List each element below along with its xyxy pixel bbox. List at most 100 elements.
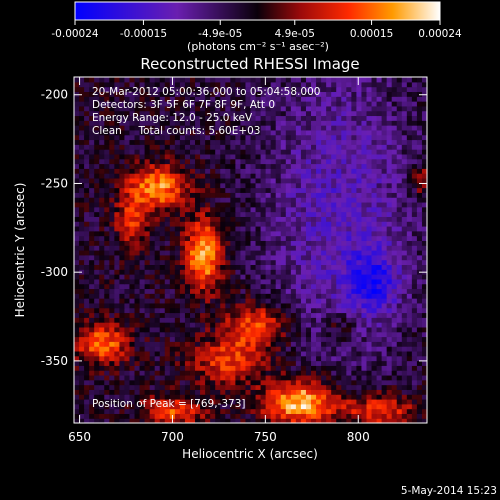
- heatmap-cell: [139, 336, 146, 342]
- heatmap-cell: [270, 322, 277, 328]
- heatmap-cell: [386, 413, 393, 419]
- heatmap-cell: [109, 331, 115, 338]
- heatmap-cell: [361, 322, 368, 328]
- heatmap-cell: [250, 331, 257, 338]
- heatmap-cell: [74, 120, 80, 126]
- heatmap-cell: [331, 269, 337, 275]
- heatmap-cell: [346, 254, 352, 261]
- heatmap-cell: [84, 254, 90, 261]
- heatmap-cell: [346, 225, 352, 232]
- heatmap-cell: [341, 307, 347, 314]
- heatmap-cell: [215, 115, 221, 121]
- heatmap-cell: [406, 326, 413, 333]
- heatmap-cell: [164, 168, 171, 174]
- heatmap-cell: [250, 341, 257, 347]
- heatmap-cell: [270, 307, 277, 314]
- heatmap-cell: [386, 221, 393, 227]
- heatmap-cell: [174, 298, 181, 304]
- heatmap-cell: [401, 341, 408, 347]
- heatmap-cell: [184, 317, 191, 323]
- heatmap-cell: [386, 129, 393, 136]
- heatmap-cell: [195, 326, 201, 333]
- heatmap-cell: [174, 288, 181, 294]
- heatmap-cell: [189, 163, 196, 169]
- heatmap-cell: [139, 408, 146, 414]
- heatmap-cell: [245, 331, 252, 338]
- heatmap-cell: [396, 269, 403, 275]
- heatmap-cell: [225, 91, 231, 97]
- heatmap-cell: [401, 394, 408, 400]
- heatmap-cell: [189, 206, 196, 213]
- heatmap-cell: [381, 221, 388, 227]
- heatmap-cell: [124, 110, 131, 117]
- heatmap-cell: [275, 250, 282, 256]
- heatmap-cell: [401, 81, 408, 88]
- heatmap-cell: [215, 302, 221, 309]
- heatmap-cell: [275, 312, 282, 318]
- heatmap-cell: [179, 206, 186, 213]
- heatmap-cell: [265, 221, 272, 227]
- heatmap-cell: [316, 312, 322, 318]
- heatmap-cell: [331, 134, 337, 141]
- heatmap-cell: [220, 134, 226, 141]
- heatmap-cell: [84, 206, 90, 213]
- heatmap-cell: [139, 278, 146, 285]
- heatmap-cell: [124, 365, 131, 371]
- heatmap-cell: [154, 302, 161, 309]
- heatmap-cell: [366, 225, 373, 232]
- heatmap-cell: [114, 96, 120, 102]
- heatmap-cell: [341, 336, 347, 342]
- heatmap-cell: [305, 105, 312, 112]
- heatmap-cell: [270, 110, 277, 117]
- heatmap-cell: [84, 216, 90, 222]
- heatmap-cell: [386, 240, 393, 246]
- heatmap-cell: [205, 374, 211, 381]
- heatmap-cell: [356, 153, 363, 160]
- heatmap-cell: [371, 288, 378, 294]
- heatmap-cell: [250, 274, 257, 280]
- heatmap-cell: [285, 355, 292, 362]
- heatmap-cell: [235, 115, 242, 121]
- heatmap-cell: [129, 322, 136, 328]
- heatmap-cell: [316, 394, 322, 400]
- heatmap-cell: [144, 235, 151, 241]
- heatmap-cell: [265, 101, 272, 107]
- heatmap-cell: [326, 221, 332, 227]
- heatmap-cell: [169, 250, 176, 256]
- heatmap-cell: [235, 317, 242, 323]
- heatmap-cell: [336, 168, 342, 174]
- heatmap-cell: [341, 326, 347, 333]
- heatmap-cell: [240, 413, 247, 419]
- heatmap-cell: [311, 144, 317, 150]
- heatmap-cell: [139, 235, 146, 241]
- heatmap-cell: [230, 403, 236, 410]
- heatmap-cell: [381, 374, 388, 381]
- heatmap-cell: [129, 389, 136, 395]
- heatmap-cell: [129, 317, 136, 323]
- heatmap-cell: [230, 139, 236, 145]
- heatmap-cell: [280, 245, 287, 251]
- heatmap-cell: [159, 302, 166, 309]
- heatmap-cell: [189, 125, 196, 131]
- heatmap-cell: [406, 331, 413, 338]
- heatmap-cell: [184, 379, 191, 386]
- heatmap-cell: [114, 326, 120, 333]
- heatmap-cell: [255, 235, 262, 241]
- heatmap-cell: [144, 225, 151, 232]
- heatmap-cell: [89, 245, 95, 251]
- heatmap-cell: [195, 398, 201, 405]
- heatmap-cell: [134, 254, 141, 261]
- heatmap-cell: [250, 403, 257, 410]
- heatmap-cell: [169, 144, 176, 150]
- heatmap-cell: [336, 374, 342, 381]
- heatmap-cell: [114, 225, 120, 232]
- heatmap-cell: [331, 206, 337, 213]
- heatmap-cell: [326, 408, 332, 414]
- heatmap-cell: [114, 197, 120, 203]
- heatmap-cell: [295, 182, 302, 189]
- heatmap-cell: [265, 365, 272, 371]
- heatmap-cell: [336, 173, 342, 179]
- heatmap-cell: [74, 158, 80, 165]
- heatmap-cell: [225, 384, 231, 390]
- heatmap-cell: [346, 245, 352, 251]
